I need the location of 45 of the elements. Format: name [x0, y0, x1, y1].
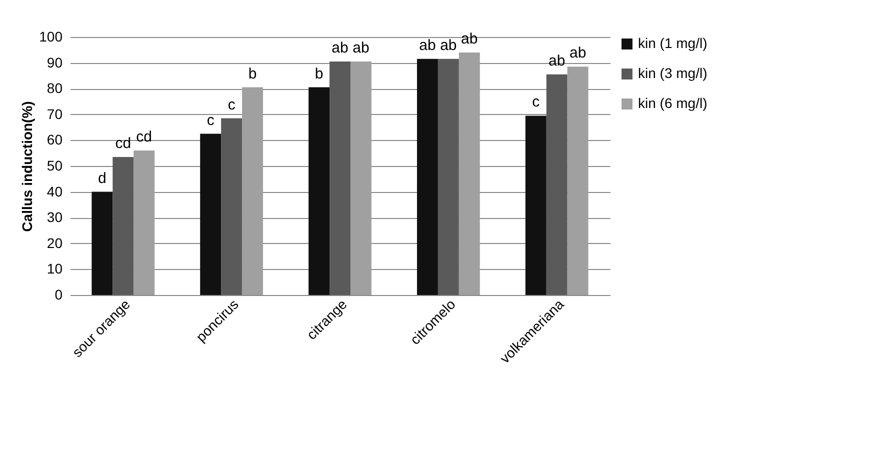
data-label: ab	[332, 40, 348, 57]
y-tick-label: 40	[46, 183, 63, 200]
y-tick-label: 100	[39, 28, 63, 44]
legend-label: kin (1 mg/l)	[638, 35, 708, 51]
bar	[308, 87, 330, 295]
y-tick-label: 60	[46, 132, 63, 148]
bar	[525, 116, 546, 295]
bar	[350, 62, 372, 295]
bar	[567, 66, 588, 295]
y-tick-label: 30	[46, 209, 63, 226]
y-tick-label: 0	[54, 286, 63, 302]
data-label: c	[532, 94, 540, 111]
y-tick-label: 80	[46, 80, 63, 96]
bar	[330, 62, 350, 295]
bar	[92, 192, 113, 295]
bar	[416, 58, 438, 295]
data-label: cd	[136, 128, 152, 146]
data-label: ab	[352, 40, 370, 57]
data-label: ab	[569, 44, 586, 62]
y-tick-label: 10	[46, 260, 63, 277]
data-label: b	[314, 65, 324, 82]
y-tick-label: 50	[46, 158, 63, 174]
bar	[458, 52, 480, 295]
data-label: c	[228, 96, 236, 114]
bar	[134, 150, 155, 295]
bar	[221, 118, 242, 295]
data-label: ab	[548, 52, 566, 70]
data-label: c	[206, 112, 215, 129]
y-tick-label: 70	[46, 106, 63, 122]
bar	[438, 58, 459, 295]
data-label: d	[98, 170, 106, 187]
data-label: ab	[419, 36, 436, 54]
data-label: b	[248, 65, 257, 82]
legend-label: kin (3 mg/l)	[638, 65, 708, 81]
bar	[112, 156, 134, 295]
bar	[242, 87, 264, 295]
data-label: cd	[115, 134, 132, 152]
bar	[546, 74, 568, 295]
bar	[200, 134, 222, 295]
legend-label: kin (6 mg/l)	[638, 95, 708, 111]
data-label: ab	[461, 30, 478, 48]
y-axis-title: Callus induction(%)	[19, 101, 36, 232]
y-tick-label: 20	[46, 234, 63, 251]
y-tick-label: 90	[46, 54, 63, 70]
data-label: ab	[440, 36, 457, 54]
